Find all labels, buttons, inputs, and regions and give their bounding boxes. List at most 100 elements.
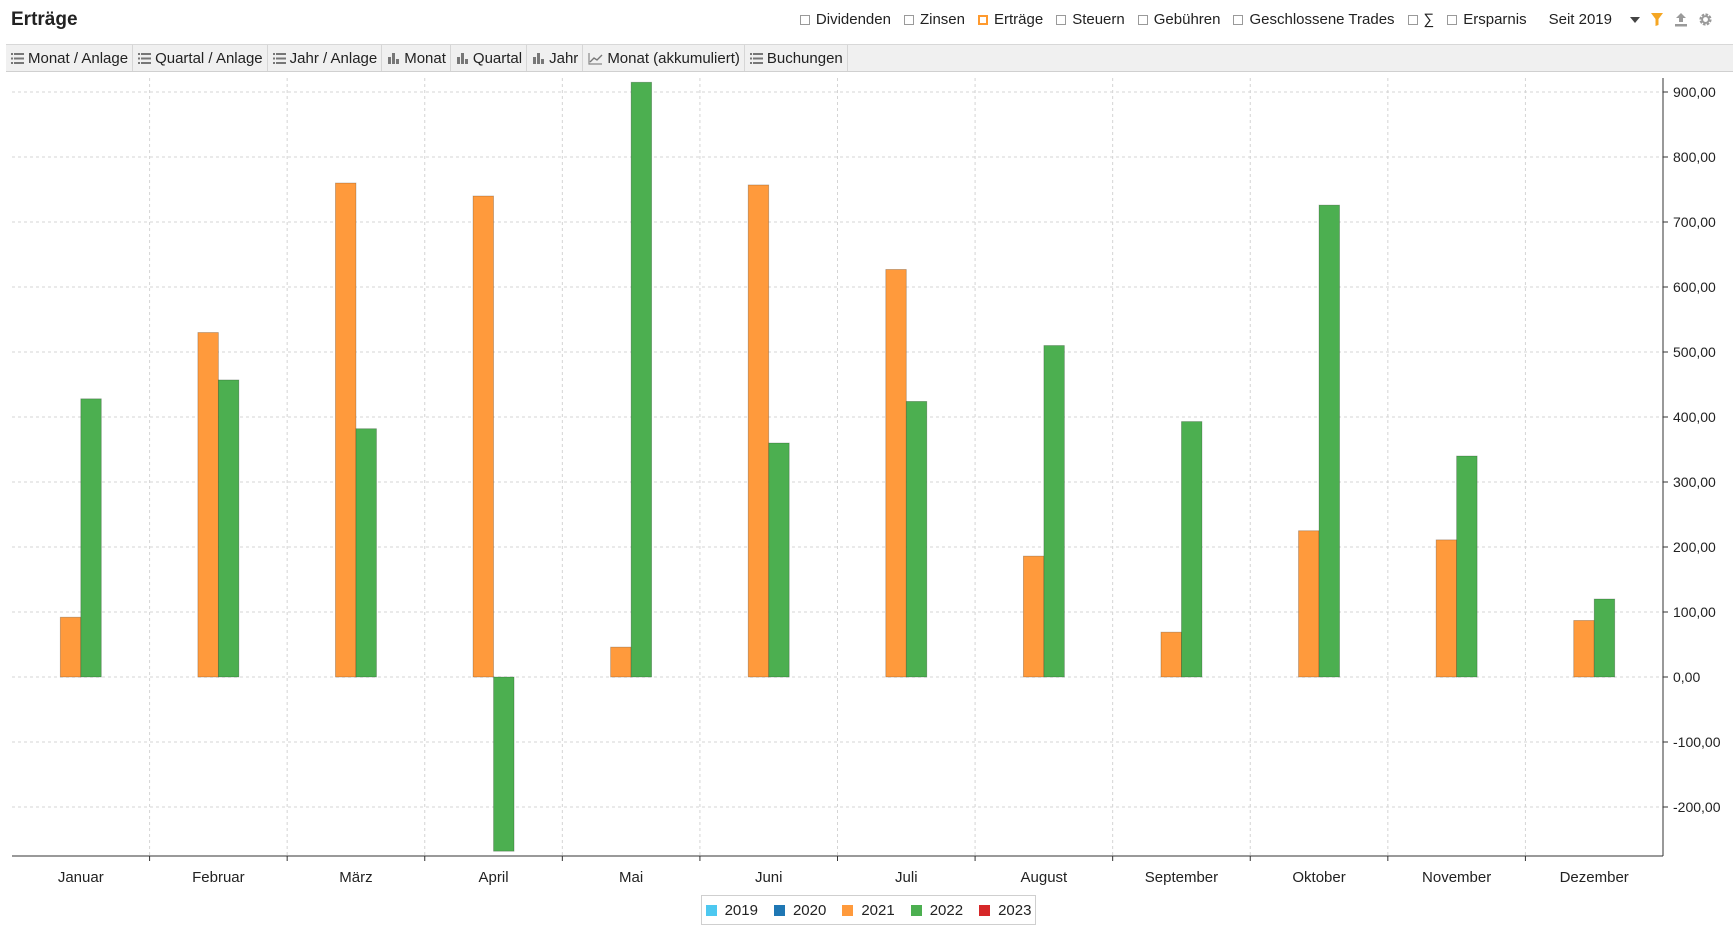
table-icon [272, 52, 286, 64]
filter-label: Zinsen [919, 11, 965, 28]
x-tick-label: April [479, 869, 509, 886]
x-tick-label: Februar [192, 869, 245, 886]
tab-monat-akkumuliert[interactable]: Monat (akkumuliert) [583, 45, 745, 71]
filter-sum[interactable]: ∑ [1407, 11, 1434, 28]
x-tick-label: Juli [895, 869, 918, 886]
x-tick-label: Juni [755, 869, 783, 886]
y-tick-label: 100,00 [1673, 604, 1716, 620]
legend-item-2020[interactable]: 2020 [773, 902, 826, 919]
legend-label: 2019 [724, 901, 758, 919]
y-tick-label: 400,00 [1673, 409, 1716, 425]
filter-label: Geschlossene Trades [1249, 11, 1395, 28]
tab-quartal[interactable]: Quartal [451, 45, 528, 71]
header: Erträge Dividenden Zinsen Erträge Steuer… [0, 0, 1733, 42]
bar-2022-Dezember [1593, 598, 1616, 678]
y-tick-label: -100,00 [1673, 734, 1721, 750]
bar-chart-icon [456, 52, 468, 64]
bar-2021-Juli [885, 269, 907, 678]
x-tick-label: März [339, 869, 372, 886]
bar-2022-Mai [630, 81, 653, 678]
y-tick-label: 700,00 [1673, 214, 1716, 230]
tab-label: Jahr [549, 49, 579, 67]
bar-chart-icon [388, 52, 400, 64]
checkbox[interactable] [1056, 14, 1067, 25]
bar-2022-April [493, 676, 515, 852]
tab-jahr[interactable]: Jahr [527, 45, 584, 71]
filter-geschlossene-trades[interactable]: Geschlossene Trades [1233, 11, 1395, 28]
export-icon[interactable] [1674, 12, 1688, 27]
tab-quartal-anlage[interactable]: Quartal / Anlage [133, 45, 268, 71]
tab-label: Monat [404, 49, 446, 67]
bar-chart: 900,00 800,00 700,00 600,00 500,00 400,00 300,… [12, 78, 1721, 886]
tab-jahr-anlage[interactable]: Jahr / Anlage [268, 45, 383, 71]
tab-label: Monat (akkumuliert) [607, 49, 740, 67]
bar-2022-Januar [80, 398, 102, 678]
filter-zinsen[interactable]: Zinsen [903, 11, 965, 28]
y-tick-label: -200,00 [1673, 799, 1721, 815]
bar-2021-Februar [197, 332, 219, 678]
view-tabs: Monat / Anlage Quartal / Anlage Jahr / A… [6, 44, 1733, 72]
bar-2021-Januar [59, 616, 82, 678]
line-chart-icon [588, 52, 603, 65]
tab-label: Buchungen [766, 49, 843, 67]
bar-2021-Juni [747, 184, 770, 678]
bar-2022-Juni [768, 442, 790, 678]
filter-dividenden[interactable]: Dividenden [799, 11, 891, 28]
bar-2021-Dezember [1573, 620, 1595, 678]
bar-2022-September [1181, 421, 1203, 678]
y-tick-label: 600,00 [1673, 279, 1716, 295]
checkbox[interactable] [1233, 14, 1244, 25]
checkbox[interactable] [1407, 14, 1418, 25]
filter-steuern[interactable]: Steuern [1056, 11, 1125, 28]
legend-item-2019[interactable]: 2019 [705, 901, 758, 919]
checkbox[interactable] [1137, 14, 1148, 25]
page-title: Erträge [11, 9, 78, 30]
bar-2022-Juli [905, 400, 928, 678]
gear-icon[interactable] [1698, 12, 1713, 27]
bar-2021-April [472, 195, 494, 678]
y-tick-label: 300,00 [1673, 474, 1716, 490]
tab-label: Quartal [472, 49, 523, 67]
bar-chart-icon [533, 52, 545, 64]
bar-2022-Februar [217, 379, 240, 678]
legend-swatch [705, 904, 717, 916]
legend-item-2022[interactable]: 2022 [910, 902, 963, 919]
bar-2021-August [1022, 555, 1045, 678]
checkbox[interactable] [903, 14, 914, 25]
period-dropdown[interactable]: Seit 2019 [1549, 11, 1640, 28]
filter-ertraege[interactable]: Erträge [978, 11, 1043, 28]
tab-monat-anlage[interactable]: Monat / Anlage [6, 45, 134, 71]
bar-2022-Oktober [1318, 204, 1340, 678]
bar-2022-November [1456, 455, 1478, 678]
tab-buchungen[interactable]: Buchungen [745, 45, 848, 71]
y-tick-label: 0,00 [1673, 669, 1700, 685]
tab-label: Monat / Anlage [28, 49, 129, 67]
checkbox[interactable] [1447, 14, 1458, 25]
table-icon [749, 52, 763, 64]
x-tick-label: August [1021, 869, 1069, 886]
bar-2021-Oktober [1298, 530, 1320, 678]
x-tick-label: Oktober [1292, 869, 1345, 886]
checkbox[interactable] [978, 14, 988, 25]
filter-icon[interactable] [1650, 12, 1664, 27]
filter-label: Gebühren [1153, 11, 1221, 28]
tab-monat[interactable]: Monat [382, 45, 451, 71]
legend-swatch [910, 904, 922, 916]
filter-gebuehren[interactable]: Gebühren [1137, 11, 1221, 28]
filter-bar: Dividenden Zinsen Erträge Steuern Gebühr… [787, 11, 1713, 28]
tab-label: Jahr / Anlage [289, 49, 378, 67]
legend: 2019 2020 2021 2022 2023 [701, 895, 1036, 925]
bar-2022-März [355, 428, 377, 678]
legend-swatch [979, 904, 991, 916]
bar-2022-August [1043, 345, 1065, 678]
checkbox[interactable] [799, 14, 810, 25]
bar-2021-März [335, 182, 357, 678]
x-tick-label: Januar [58, 869, 104, 886]
y-tick-label: 900,00 [1673, 84, 1716, 100]
legend-item-2021[interactable]: 2021 [842, 902, 895, 919]
legend-item-2023[interactable]: 2023 [979, 902, 1031, 919]
filter-label: Dividenden [815, 11, 891, 28]
filter-label: Steuern [1072, 11, 1125, 28]
bar-2021-September [1160, 631, 1182, 678]
filter-ersparnis[interactable]: Ersparnis [1447, 11, 1527, 28]
